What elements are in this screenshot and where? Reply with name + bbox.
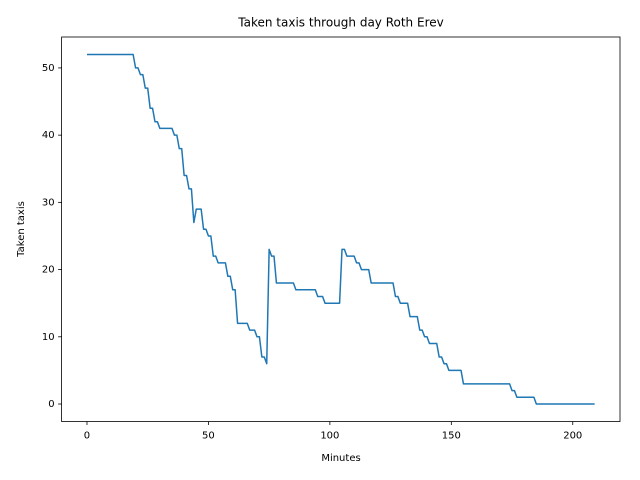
chart-title: Taken taxis through day Roth Erev — [237, 16, 443, 30]
x-tick-label: 200 — [563, 431, 582, 442]
y-tick-label: 10 — [42, 332, 55, 343]
y-tick-label: 20 — [42, 265, 55, 276]
plot-frame — [61, 36, 621, 422]
x-tick-label: 50 — [202, 431, 215, 442]
x-tick-label: 100 — [320, 431, 339, 442]
line-series — [86, 53, 595, 405]
y-tick-label: 40 — [42, 130, 55, 141]
x-tick-label: 150 — [442, 431, 461, 442]
x-axis-label: Minutes — [321, 453, 360, 464]
y-axis-label: Taken taxis — [16, 201, 27, 258]
y-tick-label: 30 — [42, 197, 55, 208]
x-tick-label: 0 — [84, 431, 90, 442]
y-tick-label: 0 — [48, 399, 54, 410]
y-tick-label: 50 — [42, 63, 55, 74]
